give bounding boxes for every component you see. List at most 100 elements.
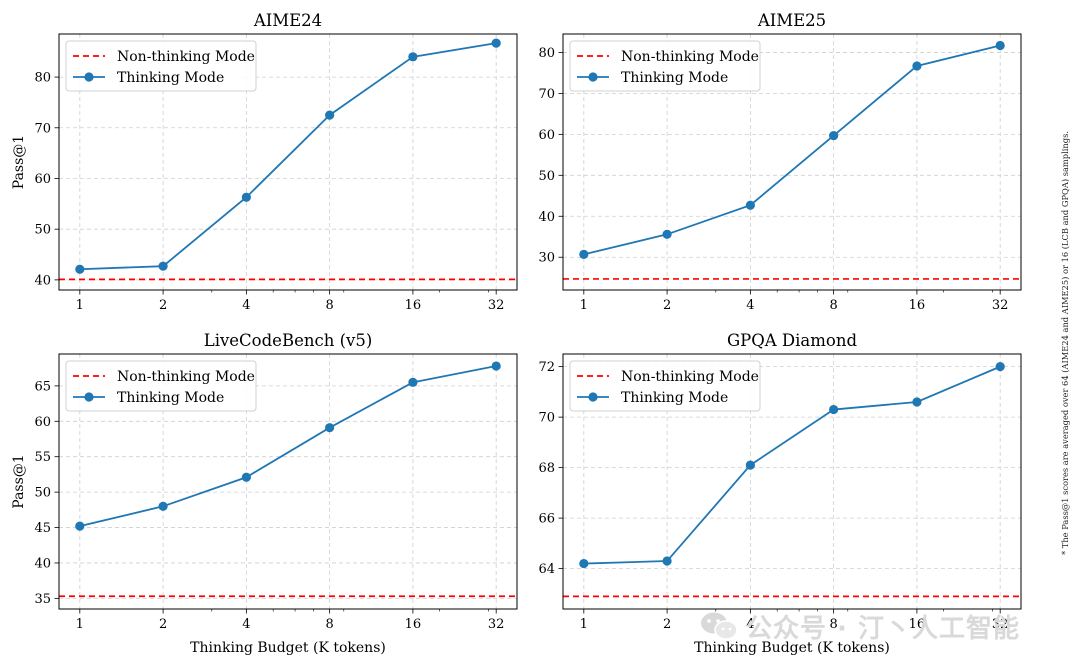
series-line xyxy=(583,44,1001,256)
data-point xyxy=(75,521,85,531)
y-tick-label: 30 xyxy=(538,251,555,266)
data-point xyxy=(579,249,589,259)
y-tick-label: 35 xyxy=(34,592,51,607)
legend-box xyxy=(569,40,761,92)
y-tick-label: 70 xyxy=(538,87,555,102)
data-point xyxy=(75,264,85,274)
legend: Non-thinking Mode Thinking Mode xyxy=(569,40,761,92)
chart-panel-1: 1 2 4 8 16 32 40 50 60 70 80 AIME24 Pass@1 Non-thinki… xyxy=(11,11,518,313)
legend: Non-thinking Mode Thinking Mode xyxy=(65,40,257,92)
y-tick-label: 66 xyxy=(538,512,555,527)
x-axis-label: Thinking Budget (K tokens) xyxy=(190,640,386,656)
footnote: * The Pass@1 scores are averaged over 64… xyxy=(1048,110,1070,560)
y-tick-label: 64 xyxy=(538,562,555,577)
data-point xyxy=(408,52,418,62)
y-tick-label: 50 xyxy=(538,169,555,184)
plot-frame xyxy=(58,353,518,610)
data-point xyxy=(829,404,839,415)
y-tick-label: 40 xyxy=(538,210,555,225)
data-point xyxy=(829,130,839,141)
y-tick-label: 70 xyxy=(538,411,555,426)
data-point xyxy=(241,472,251,482)
y-tick-label: 65 xyxy=(34,379,51,394)
y-axis-label: Pass@1 xyxy=(11,454,27,508)
x-tick-label: 16 xyxy=(405,617,422,632)
x-tick-label: 2 xyxy=(159,298,167,313)
legend-marker-series xyxy=(84,72,94,82)
x-tick-label: 8 xyxy=(325,617,333,632)
x-tick-label: 32 xyxy=(488,298,505,313)
plot-frame xyxy=(58,33,518,291)
y-axis-label: Pass@1 xyxy=(11,135,27,189)
chart-title: AIME24 xyxy=(253,11,322,30)
data-point xyxy=(745,460,755,470)
x-tick-label: 2 xyxy=(663,298,671,313)
legend-label-baseline: Non-thinking Mode xyxy=(621,369,759,385)
x-tick-label: 16 xyxy=(909,617,926,632)
chart-panel-4: 1 2 4 8 16 32 64 66 68 70 72 GPQA Diamond Thinking B… xyxy=(538,331,1022,656)
chart-panel-2: 1 2 4 8 16 32 30 40 50 60 70 80 AIME25 Non-thinking M… xyxy=(538,11,1022,313)
series-line xyxy=(79,365,497,528)
data-point xyxy=(912,397,922,407)
data-point xyxy=(491,38,501,48)
y-tick-label: 60 xyxy=(538,128,555,143)
x-tick-label: 1 xyxy=(76,617,84,632)
x-tick-label: 1 xyxy=(580,617,588,632)
watermark: 公众号 · 汀丶人工智能 xyxy=(700,606,1020,646)
y-tick-label: 40 xyxy=(34,556,51,571)
data-point xyxy=(745,200,755,210)
y-tick-label: 50 xyxy=(34,486,51,501)
series-line xyxy=(79,42,497,271)
y-tick-label: 72 xyxy=(538,360,555,375)
data-point xyxy=(995,40,1005,51)
x-tick-label: 8 xyxy=(829,617,837,632)
data-point xyxy=(995,362,1005,372)
y-tick-label: 60 xyxy=(34,415,51,430)
x-tick-label: 16 xyxy=(909,298,926,313)
y-tick-label: 45 xyxy=(34,521,51,536)
data-point xyxy=(241,192,251,202)
legend-box xyxy=(569,360,761,412)
y-tick-label: 68 xyxy=(538,461,555,476)
x-tick-label: 1 xyxy=(580,298,588,313)
legend-marker-series xyxy=(588,72,598,82)
y-tick-label: 80 xyxy=(34,71,51,86)
x-tick-label: 2 xyxy=(663,617,671,632)
series-line xyxy=(583,365,1001,565)
data-point xyxy=(158,501,168,511)
y-tick-label: 70 xyxy=(34,121,51,136)
x-axis-label: Thinking Budget (K tokens) xyxy=(694,640,890,656)
y-tick-label: 55 xyxy=(34,450,51,465)
legend: Non-thinking Mode Thinking Mode xyxy=(569,360,761,412)
legend-marker-series xyxy=(588,392,598,402)
legend-box xyxy=(65,40,257,92)
watermark-text: 公众号 · 汀丶人工智能 xyxy=(746,613,1020,644)
chart-title: GPQA Diamond xyxy=(727,331,858,350)
data-point xyxy=(912,61,922,71)
chart-title: AIME25 xyxy=(757,11,826,30)
y-tick-label: 50 xyxy=(34,223,51,238)
x-tick-label: 16 xyxy=(405,298,422,313)
x-tick-label: 4 xyxy=(242,617,250,632)
data-point xyxy=(491,361,501,371)
chart-panel-3: 1 2 4 8 16 32 35 40 45 50 55 60 65 LiveCodeBench (v5)… xyxy=(11,331,518,656)
data-point xyxy=(662,556,672,566)
legend-box xyxy=(65,360,257,412)
x-tick-label: 8 xyxy=(829,298,837,313)
legend-label-series: Thinking Mode xyxy=(621,70,728,86)
legend-label-series: Thinking Mode xyxy=(117,390,224,406)
x-tick-label: 8 xyxy=(325,298,333,313)
x-tick-label: 1 xyxy=(76,298,84,313)
legend-label-series: Thinking Mode xyxy=(621,390,728,406)
x-tick-label: 4 xyxy=(242,298,250,313)
x-tick-label: 2 xyxy=(159,617,167,632)
legend-label-baseline: Non-thinking Mode xyxy=(117,369,255,385)
x-tick-label: 4 xyxy=(746,617,754,632)
y-tick-label: 40 xyxy=(34,273,51,288)
legend-label-baseline: Non-thinking Mode xyxy=(621,49,759,65)
legend-marker-series xyxy=(84,392,94,402)
data-point xyxy=(408,377,418,387)
x-tick-label: 32 xyxy=(992,298,1009,313)
plot-frame xyxy=(562,33,1022,291)
